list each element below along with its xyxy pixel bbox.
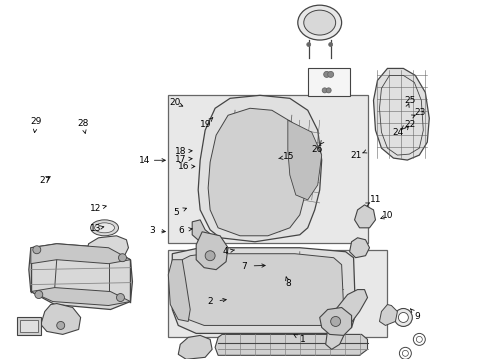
Text: 16: 16 [178,162,189,171]
Polygon shape [178,336,212,359]
Text: 5: 5 [173,208,179,217]
Text: 25: 25 [404,96,415,105]
Text: 12: 12 [90,204,102,213]
Ellipse shape [90,220,118,236]
Text: 4: 4 [222,247,227,256]
Text: 7: 7 [241,262,247,271]
Text: 9: 9 [414,312,420,321]
Bar [168,95,367,243]
Polygon shape [41,303,81,334]
Text: 1: 1 [300,335,305,344]
Circle shape [415,336,422,342]
Circle shape [398,312,407,323]
Text: 20: 20 [169,98,181,107]
Polygon shape [379,305,397,325]
Circle shape [394,309,411,327]
Bar [20,320,38,332]
Circle shape [412,333,425,345]
Text: 2: 2 [207,297,213,306]
Circle shape [116,293,124,302]
Polygon shape [373,68,428,160]
Polygon shape [287,120,321,200]
Circle shape [205,251,215,261]
Polygon shape [168,260,190,321]
Circle shape [35,291,42,298]
Text: 13: 13 [90,224,102,233]
Polygon shape [215,334,367,355]
Circle shape [328,42,332,46]
Text: 21: 21 [350,151,362,160]
Circle shape [325,88,330,93]
Text: 17: 17 [175,155,186,164]
Text: 23: 23 [413,108,425,117]
Text: 14: 14 [139,156,150,165]
Text: 22: 22 [404,120,415,129]
Text: 10: 10 [382,211,393,220]
Circle shape [306,42,310,46]
Circle shape [322,88,326,93]
Polygon shape [192,220,215,245]
Circle shape [327,71,333,77]
Text: 15: 15 [282,152,293,161]
Ellipse shape [303,10,335,35]
Circle shape [402,350,407,356]
Polygon shape [354,205,375,228]
Polygon shape [349,238,369,258]
Ellipse shape [94,223,114,233]
Bar [17,318,41,336]
Circle shape [118,254,126,262]
Text: 26: 26 [310,145,322,154]
Polygon shape [31,288,130,306]
Polygon shape [196,232,227,270]
Text: 24: 24 [392,128,403,137]
Text: 27: 27 [39,176,50,185]
Circle shape [399,347,410,359]
Text: 3: 3 [149,226,155,235]
Text: 8: 8 [285,279,291,288]
Circle shape [33,246,41,254]
Ellipse shape [297,5,341,40]
Polygon shape [180,254,343,325]
Text: 18: 18 [175,147,186,156]
Polygon shape [198,95,321,242]
Text: 29: 29 [30,117,41,126]
Circle shape [57,321,64,329]
Text: 6: 6 [178,226,183,235]
Polygon shape [86,236,128,262]
Polygon shape [208,108,307,236]
Bar [307,68,349,96]
Polygon shape [29,244,132,310]
Polygon shape [172,248,355,333]
Polygon shape [31,244,130,264]
Text: 28: 28 [77,119,88,128]
Polygon shape [325,289,367,349]
Polygon shape [319,307,351,336]
Bar [168,250,386,337]
Text: 11: 11 [369,195,381,204]
Circle shape [323,71,329,77]
Circle shape [330,316,340,327]
Text: 19: 19 [200,120,211,129]
